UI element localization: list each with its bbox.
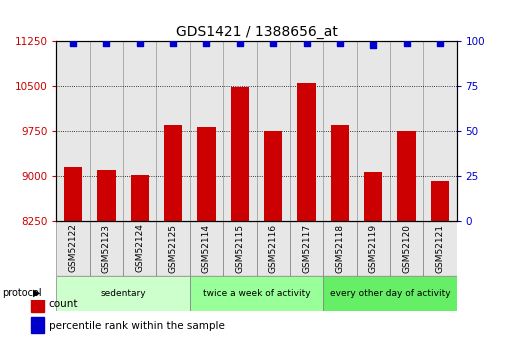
Bar — [331, 125, 349, 221]
Bar — [56, 41, 90, 221]
Point — [102, 40, 110, 46]
Bar — [364, 172, 382, 221]
Bar — [323, 276, 457, 310]
Bar — [190, 41, 223, 221]
Text: GSM52124: GSM52124 — [135, 224, 144, 273]
Bar — [198, 127, 215, 221]
Bar — [190, 221, 223, 276]
Bar — [31, 295, 44, 312]
Text: GSM52118: GSM52118 — [336, 224, 344, 273]
Text: GSM52114: GSM52114 — [202, 224, 211, 273]
Text: ▶: ▶ — [33, 288, 41, 298]
Bar — [290, 41, 323, 221]
Bar — [423, 221, 457, 276]
Point — [69, 40, 77, 46]
Bar — [390, 41, 423, 221]
Text: twice a week of activity: twice a week of activity — [203, 289, 310, 298]
Bar — [190, 276, 323, 310]
Title: GDS1421 / 1388656_at: GDS1421 / 1388656_at — [175, 25, 338, 39]
Bar — [223, 221, 256, 276]
Bar — [56, 276, 190, 310]
Bar — [123, 221, 156, 276]
Text: GSM52121: GSM52121 — [436, 224, 444, 273]
Bar — [323, 221, 357, 276]
Text: protocol: protocol — [3, 288, 42, 298]
Text: percentile rank within the sample: percentile rank within the sample — [49, 321, 225, 331]
Bar — [323, 41, 357, 221]
Point — [169, 40, 177, 46]
Bar — [156, 41, 190, 221]
Point — [302, 40, 310, 46]
Bar — [357, 41, 390, 221]
Text: every other day of activity: every other day of activity — [329, 289, 450, 298]
Bar — [290, 221, 323, 276]
Text: GSM52115: GSM52115 — [235, 224, 244, 273]
Point — [336, 40, 344, 46]
Bar — [256, 41, 290, 221]
Point — [235, 40, 244, 46]
Text: GSM52117: GSM52117 — [302, 224, 311, 273]
Text: GSM52125: GSM52125 — [169, 224, 177, 273]
Text: sedentary: sedentary — [101, 289, 146, 298]
Point — [369, 42, 377, 48]
Bar — [264, 131, 282, 221]
Bar — [97, 170, 115, 221]
Point — [135, 40, 144, 46]
Bar — [156, 221, 190, 276]
Bar — [431, 181, 449, 221]
Point — [202, 40, 210, 46]
Point — [402, 40, 410, 46]
Bar — [423, 41, 457, 221]
Bar — [298, 83, 315, 221]
Bar — [90, 41, 123, 221]
Bar — [164, 125, 182, 221]
Text: GSM52116: GSM52116 — [269, 224, 278, 273]
Bar — [131, 175, 149, 221]
Bar — [31, 317, 44, 333]
Bar — [223, 41, 256, 221]
Point — [269, 40, 277, 46]
Bar — [398, 131, 416, 221]
Bar — [123, 41, 156, 221]
Text: GSM52122: GSM52122 — [69, 224, 77, 273]
Bar — [390, 221, 423, 276]
Bar — [231, 87, 249, 221]
Text: count: count — [49, 299, 78, 309]
Text: GSM52119: GSM52119 — [369, 224, 378, 273]
Text: GSM52120: GSM52120 — [402, 224, 411, 273]
Text: GSM52123: GSM52123 — [102, 224, 111, 273]
Bar — [64, 167, 82, 221]
Bar — [56, 221, 90, 276]
Bar — [256, 221, 290, 276]
Bar — [357, 221, 390, 276]
Bar — [90, 221, 123, 276]
Point — [436, 40, 444, 46]
